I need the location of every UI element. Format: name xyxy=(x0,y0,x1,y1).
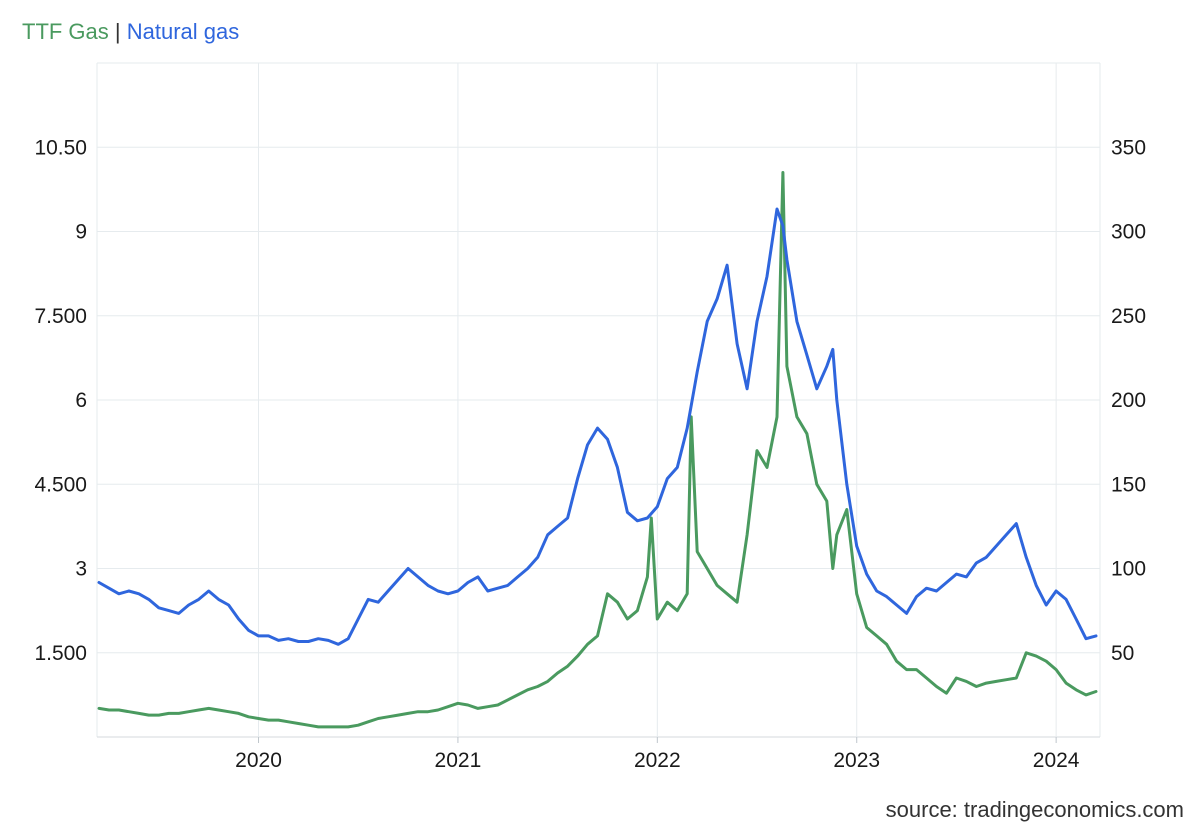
x-tick-label: 2022 xyxy=(634,749,681,772)
left-tick-label: 4.500 xyxy=(34,473,87,496)
x-tick-label: 2020 xyxy=(235,749,282,772)
right-tick-label: 50 xyxy=(1111,642,1134,665)
right-tick-label: 250 xyxy=(1111,305,1146,328)
chart-legend: TTF Gas | Natural gas xyxy=(22,18,239,46)
natural-gas-line xyxy=(97,207,1098,646)
series-lines xyxy=(97,171,1098,729)
source-label: source: tradingeconomics.com xyxy=(885,797,1184,822)
left-tick-label: 7.500 xyxy=(34,305,87,328)
right-tick-label: 150 xyxy=(1111,473,1146,496)
grid-lines xyxy=(96,62,1101,738)
left-tick-label: 9 xyxy=(75,221,87,244)
x-tick-label: 2023 xyxy=(833,749,880,772)
legend-separator: | xyxy=(108,19,127,44)
ttf-gas-line xyxy=(97,171,1098,729)
x-axis: 2020 2021 2022 2023 2024 xyxy=(235,737,1080,772)
x-tick-label: 2021 xyxy=(435,749,482,772)
x-tick-label: 2024 xyxy=(1033,749,1080,772)
left-tick-label: 10.50 xyxy=(34,136,87,159)
right-tick-label: 100 xyxy=(1111,558,1146,581)
left-tick-label: 3 xyxy=(75,558,87,581)
right-tick-label: 200 xyxy=(1111,389,1146,412)
left-tick-label: 1.500 xyxy=(34,642,87,665)
line-chart: 1.500 3 4.500 6 7.500 9 10.50 50 100 150 200 250 30… xyxy=(34,62,1146,772)
right-axis: 50 100 150 200 250 300 350 xyxy=(1111,136,1146,665)
right-tick-label: 350 xyxy=(1111,136,1146,159)
legend-ttf-gas: TTF Gas xyxy=(22,19,109,44)
left-tick-label: 6 xyxy=(75,389,87,412)
right-tick-label: 300 xyxy=(1111,221,1146,244)
legend-natural-gas: Natural gas xyxy=(126,19,240,44)
left-axis: 1.500 3 4.500 6 7.500 9 10.50 xyxy=(34,136,87,665)
